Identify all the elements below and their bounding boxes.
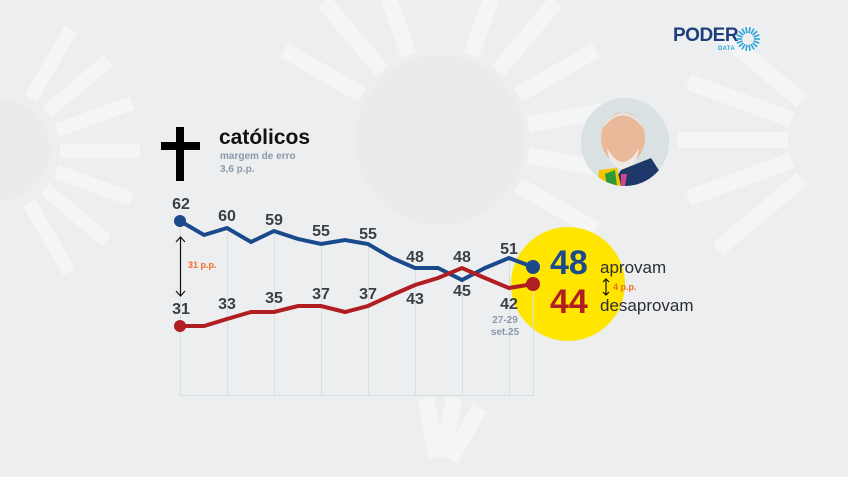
disapprove-label-2: 35: [265, 290, 283, 307]
disapprove-line: [180, 265, 534, 328]
approve-label-0: 62: [172, 196, 190, 213]
latest-approve-value: 48: [550, 244, 588, 282]
approve-label-6: 45: [453, 283, 471, 300]
disapprove-end-dot: [526, 277, 540, 291]
gap-label-first: 31 p.p.: [188, 260, 217, 270]
gap-label-last: 4 p.p.: [613, 282, 637, 292]
disapprove-label-1: 33: [218, 296, 236, 313]
approve-start-dot: [174, 215, 186, 227]
logo-word: PODER: [673, 25, 739, 46]
gap-arrow-first-icon: [175, 236, 186, 297]
disapprove-label-4: 37: [359, 286, 377, 303]
latest-disapprove-label: desaprovam: [600, 296, 694, 315]
margin-value: 3,6 p.p.: [220, 164, 255, 175]
disapprove-label-0: 31: [172, 301, 190, 318]
disapprove-start-dot: [174, 320, 186, 332]
margin-label: margem de erro: [220, 151, 296, 162]
disapprove-label-7: 42: [500, 296, 518, 313]
latest-approve-label: aprovam: [600, 258, 667, 277]
approve-label-7: 51: [500, 241, 518, 258]
cross-icon: [161, 127, 200, 181]
latest-highlight: [511, 227, 625, 341]
approve-end-dot: [526, 260, 540, 274]
disapprove-label-6: 48: [453, 249, 471, 266]
date-line-2: set.25: [490, 327, 520, 338]
approve-label-5: 48: [406, 249, 424, 266]
logo-sub: DATA: [718, 46, 735, 52]
approve-label-2: 59: [265, 212, 283, 229]
approve-label-1: 60: [218, 208, 236, 225]
gap-arrow-last-icon: [602, 278, 610, 296]
logo-sunburst-icon: [736, 27, 760, 51]
disapprove-label-5: 43: [406, 291, 424, 308]
date-line-1: 27-29: [492, 315, 518, 326]
poder-data-logo: PODER DATA: [673, 24, 763, 54]
approve-label-3: 55: [312, 223, 330, 240]
latest-disapprove-value: 44: [550, 283, 588, 321]
chart-title: católicos: [219, 126, 311, 149]
approve-label-4: 55: [359, 226, 377, 243]
disapprove-label-3: 37: [312, 286, 330, 303]
